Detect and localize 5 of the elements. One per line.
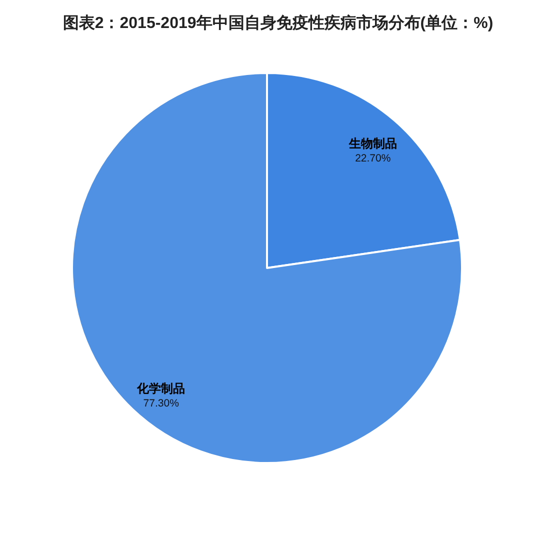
slice-label: 生物制品: [348, 136, 397, 151]
data-label: 77.30%: [143, 397, 179, 410]
data-label: 22.70%: [355, 152, 391, 165]
slice-label: 化学制品: [136, 381, 186, 396]
title: 图表2：2015-2019年中国自身免疫性疾病市场分布(单位：%): [62, 15, 494, 32]
